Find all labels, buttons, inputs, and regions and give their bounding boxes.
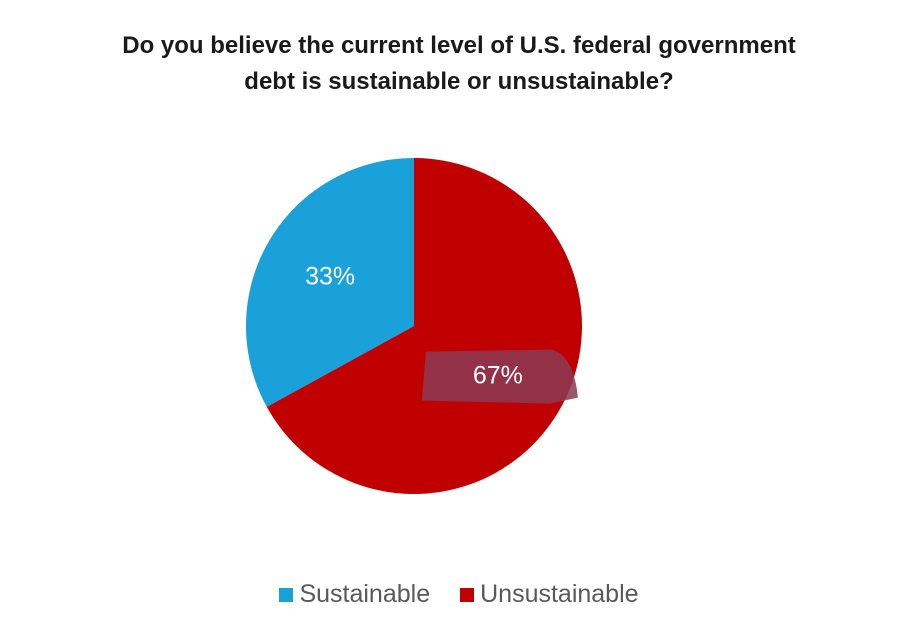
data-label-unsustainable: 67% <box>473 362 523 390</box>
chart-title: Do you believe the current level of U.S.… <box>122 32 796 95</box>
chart-legend: Sustainable Unsustainable <box>0 580 918 609</box>
pie-slice-unsustainable <box>266 158 582 494</box>
legend-entry-sustainable: Sustainable <box>279 580 430 609</box>
legend-entry-unsustainable: Unsustainable <box>460 580 639 609</box>
pie-slice-sustainable <box>245 158 414 407</box>
legend-label-unsustainable: Unsustainable <box>480 580 639 608</box>
legend-swatch-unsustainable <box>460 587 475 602</box>
data-label-sustainable: 33% <box>305 262 355 290</box>
legend-swatch-sustainable <box>279 587 294 602</box>
legend-label-sustainable: Sustainable <box>299 580 431 608</box>
label-highlight-box <box>421 349 578 404</box>
